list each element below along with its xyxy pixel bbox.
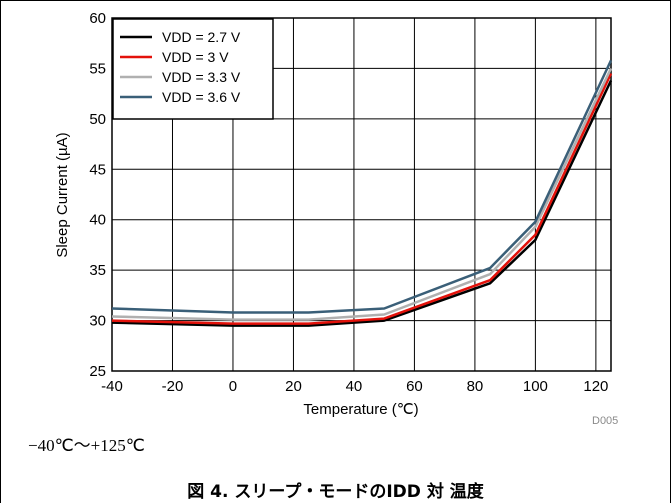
legend-label: VDD = 3 V bbox=[162, 49, 229, 65]
x-tick-label: 100 bbox=[523, 378, 548, 395]
tick-labels: -40 -20 0 20 40 60 80 100 120 25 30 35 40 45 50 55 60 bbox=[89, 10, 608, 395]
x-tick-label: -20 bbox=[162, 378, 184, 395]
y-tick-label: 40 bbox=[89, 212, 106, 229]
y-tick-label: 50 bbox=[89, 111, 106, 128]
x-tick-label: 40 bbox=[346, 378, 363, 395]
y-tick-label: 30 bbox=[89, 313, 106, 330]
legend: VDD = 2.7 V VDD = 3 V VDD = 3.3 V VDD = 3.6… bbox=[112, 18, 274, 120]
legend-label: VDD = 2.7 V bbox=[162, 29, 241, 45]
legend-box bbox=[112, 18, 274, 120]
x-axis-title: Temperature (℃) bbox=[303, 401, 418, 418]
temperature-range-text: −40℃〜+125℃ bbox=[28, 436, 145, 455]
x-tick-label: 0 bbox=[229, 378, 237, 395]
figure-caption: 図 4. スリープ・モードのIDD 対 温度 bbox=[187, 482, 484, 502]
series-line-2 bbox=[111, 67, 613, 321]
y-axis-title: Sleep Current (µA) bbox=[54, 132, 71, 257]
y-tick-label: 35 bbox=[89, 262, 106, 279]
legend-label: VDD = 3.3 V bbox=[162, 69, 241, 85]
plot-border bbox=[111, 17, 612, 372]
y-tick-label: 45 bbox=[89, 161, 106, 178]
frame-top-border bbox=[0, 0, 671, 1]
y-tick-label: 25 bbox=[89, 363, 106, 380]
series-line-3 bbox=[111, 59, 613, 314]
series-layer bbox=[111, 59, 613, 327]
series-line-0 bbox=[111, 79, 613, 327]
x-tick-label: 120 bbox=[583, 378, 608, 395]
plot-area-border bbox=[111, 17, 612, 372]
y-tick-label: 60 bbox=[89, 10, 106, 27]
legend-label: VDD = 3.6 V bbox=[162, 89, 241, 105]
x-tick-label: -40 bbox=[101, 378, 123, 395]
x-tick-label: 80 bbox=[467, 378, 484, 395]
y-tick-label: 55 bbox=[89, 60, 106, 77]
x-tick-label: 60 bbox=[406, 378, 423, 395]
x-tick-label: 20 bbox=[285, 378, 302, 395]
figure-code: D005 bbox=[592, 415, 619, 427]
frame-left-border bbox=[0, 0, 1, 503]
series-line-1 bbox=[111, 72, 613, 325]
